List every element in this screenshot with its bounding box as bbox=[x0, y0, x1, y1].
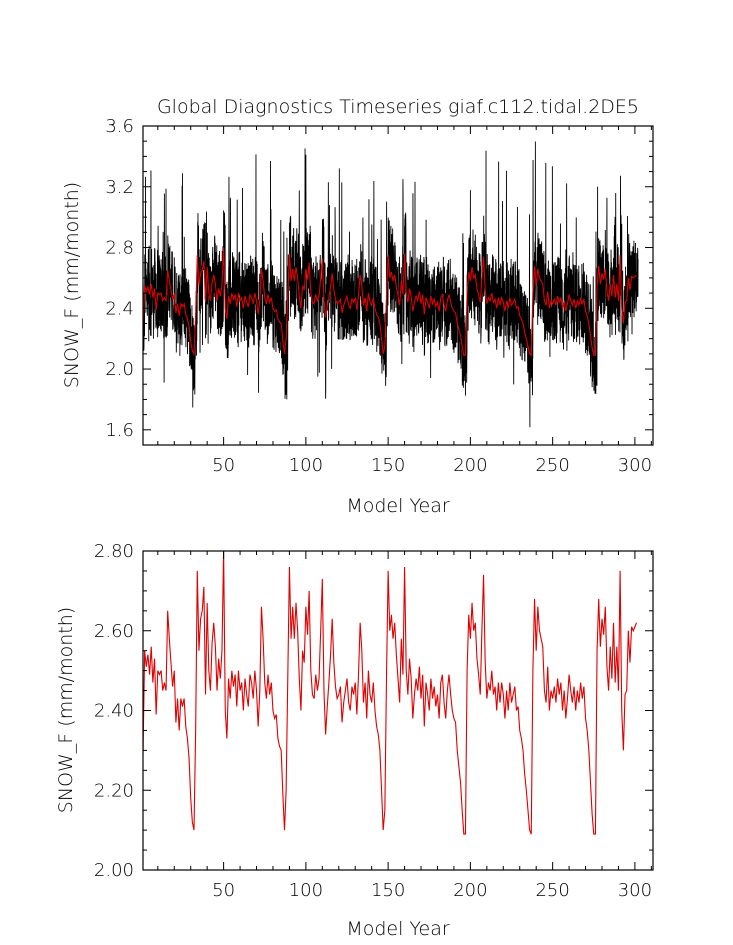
y-tick-label: 2.0 bbox=[105, 359, 134, 380]
y-tick-label: 2.00 bbox=[94, 860, 134, 881]
chart-title: Global Diagnostics Timeseries giaf.c112.… bbox=[157, 96, 639, 118]
y-tick-label: 2.8 bbox=[105, 238, 134, 259]
chart-bottom: 50 100 150 200 250 300 2.00 2.20 2.40 2.60 2.80 Mo… bbox=[55, 541, 654, 940]
plot-frame bbox=[142, 125, 654, 446]
bottom-series-layer bbox=[143, 551, 638, 835]
y-tick-label: 1.6 bbox=[105, 420, 134, 441]
bottom-x-axis-label: Model Year bbox=[346, 918, 450, 940]
series-line-annual bbox=[143, 247, 637, 357]
x-tick-label: 50 bbox=[212, 880, 235, 901]
y-tick-label: 3.6 bbox=[105, 116, 134, 137]
x-tick-label: 300 bbox=[618, 455, 652, 476]
top-axes: 50 100 150 200 250 300 1.6 2.0 2.4 2.8 3.2 3.6 bbox=[105, 116, 654, 476]
y-tick-label: 2.20 bbox=[94, 780, 134, 801]
y-tick-label: 2.60 bbox=[94, 621, 134, 642]
chart-top: Global Diagnostics Timeseries giaf.c112.… bbox=[61, 96, 654, 517]
x-tick-label: 300 bbox=[618, 880, 652, 901]
bottom-axes: 50 100 150 200 250 300 2.00 2.20 2.40 2.60 2.80 bbox=[94, 541, 654, 901]
x-tick-label: 150 bbox=[371, 455, 405, 476]
x-tick-label: 250 bbox=[535, 880, 569, 901]
plot-frame bbox=[142, 550, 654, 871]
series-line-annual bbox=[143, 551, 638, 835]
x-tick-label: 250 bbox=[535, 455, 569, 476]
bottom-y-axis-label: SNOW_F (mm/month) bbox=[55, 607, 77, 813]
x-tick-label: 50 bbox=[212, 455, 235, 476]
top-x-axis-label: Model Year bbox=[346, 495, 450, 517]
y-tick-label: 2.40 bbox=[94, 701, 134, 722]
x-tick-label: 200 bbox=[453, 880, 487, 901]
x-tick-label: 150 bbox=[371, 880, 405, 901]
y-tick-label: 2.4 bbox=[105, 298, 134, 319]
y-tick-label: 3.2 bbox=[105, 177, 134, 198]
y-tick-label: 2.80 bbox=[94, 541, 134, 562]
x-tick-label: 100 bbox=[289, 455, 323, 476]
top-y-axis-label: SNOW_F (mm/month) bbox=[61, 182, 83, 388]
top-series-layer bbox=[143, 141, 639, 428]
x-tick-label: 100 bbox=[289, 880, 323, 901]
x-tick-label: 200 bbox=[453, 455, 487, 476]
series-line-monthly bbox=[143, 141, 639, 428]
